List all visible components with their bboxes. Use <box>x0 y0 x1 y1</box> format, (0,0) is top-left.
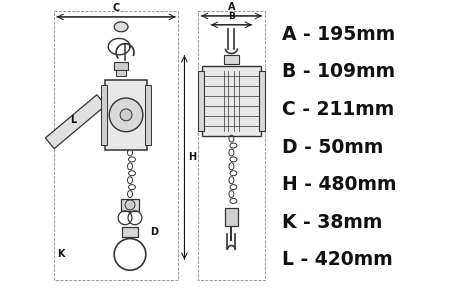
Bar <box>198 11 265 280</box>
Bar <box>116 70 126 76</box>
Text: A: A <box>228 2 235 12</box>
Bar <box>145 85 151 145</box>
Text: D - 50mm: D - 50mm <box>283 138 384 157</box>
Bar <box>105 80 147 150</box>
Bar <box>225 208 239 226</box>
Polygon shape <box>45 95 106 149</box>
Text: B - 109mm: B - 109mm <box>283 62 396 81</box>
Bar <box>121 199 139 211</box>
Bar <box>101 85 107 145</box>
Bar <box>114 62 128 70</box>
Bar <box>259 71 265 131</box>
Bar <box>122 227 138 237</box>
Text: C: C <box>112 3 120 13</box>
Text: H - 480mm: H - 480mm <box>283 175 397 194</box>
Text: K - 38mm: K - 38mm <box>283 213 383 232</box>
Text: K: K <box>57 249 64 259</box>
Text: L: L <box>71 115 77 125</box>
Circle shape <box>109 98 143 132</box>
Circle shape <box>125 200 135 210</box>
Text: C - 211mm: C - 211mm <box>283 100 395 119</box>
Text: L - 420mm: L - 420mm <box>283 251 393 270</box>
Text: A - 195mm: A - 195mm <box>283 25 396 44</box>
Ellipse shape <box>114 22 128 32</box>
Bar <box>198 71 204 131</box>
Bar <box>202 66 261 136</box>
Circle shape <box>120 109 132 121</box>
Text: B: B <box>228 12 235 21</box>
Bar <box>54 11 179 280</box>
Text: H: H <box>189 152 197 162</box>
Text: D: D <box>150 227 158 237</box>
Bar <box>224 55 239 65</box>
